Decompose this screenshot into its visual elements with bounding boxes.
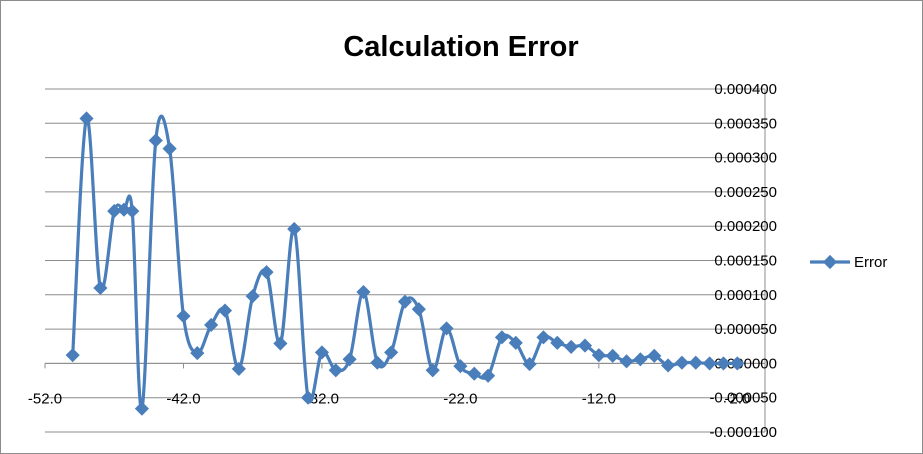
y-tick-label: 0.000350 (714, 115, 777, 132)
legend: Error (810, 254, 887, 271)
data-point-marker (467, 366, 482, 381)
y-tick-label: 0.000250 (714, 184, 777, 201)
data-point-marker (522, 357, 537, 372)
data-point-marker (259, 265, 274, 280)
data-point-marker (439, 321, 454, 336)
y-tick-label: 0.000200 (714, 218, 777, 235)
data-point-marker (702, 356, 717, 371)
y-tick-label: -0.000100 (709, 424, 777, 441)
data-point-marker (176, 308, 191, 324)
data-point-marker (231, 361, 246, 376)
data-point-marker (190, 346, 205, 361)
data-point-marker (273, 336, 288, 351)
data-point-marker (425, 363, 440, 378)
x-tick-label: -12.0 (582, 390, 616, 407)
data-point-marker (633, 352, 648, 367)
data-point-marker (550, 335, 565, 350)
data-point-marker (217, 303, 233, 318)
data-point-marker (647, 348, 662, 363)
data-point-marker (674, 355, 689, 370)
y-tick-label: 0.000050 (714, 321, 777, 338)
legend-marker (822, 254, 838, 270)
data-point-marker (411, 302, 426, 317)
chart-title: Calculation Error (343, 31, 578, 63)
x-tick-label: -42.0 (166, 390, 200, 407)
data-point-marker (65, 348, 80, 363)
y-tick-label: 0.000150 (714, 253, 777, 270)
x-axis-ticks: -52.0 -42.0 -32.0 -22.0 -12.0 -2.0 (28, 363, 750, 407)
x-tick-label: -22.0 (443, 390, 477, 407)
data-point-marker (508, 335, 523, 350)
data-point-marker (328, 363, 343, 378)
data-point-marker (481, 368, 496, 383)
y-tick-label: 0.000300 (714, 150, 777, 167)
data-point-marker (591, 348, 606, 363)
data-point-marker (314, 345, 329, 360)
data-point-marker (716, 356, 731, 371)
data-point-marker (730, 356, 745, 371)
data-point-marker (356, 284, 371, 300)
data-point-marker (125, 204, 140, 219)
data-point-marker (688, 355, 703, 370)
data-point-marker (245, 289, 260, 304)
data-point-marker (494, 330, 509, 345)
data-point-marker (93, 280, 108, 296)
y-tick-label: 0.000400 (714, 81, 777, 98)
series-error (65, 111, 745, 416)
data-point-marker (287, 221, 302, 237)
data-point-marker (204, 317, 219, 333)
data-point-marker (564, 339, 579, 355)
data-point-marker (134, 401, 149, 416)
data-point-marker (370, 355, 385, 370)
data-point-marker (619, 354, 634, 369)
data-point-marker (162, 141, 177, 156)
x-tick-label: -2.0 (724, 390, 750, 407)
data-point-marker (536, 330, 551, 345)
data-point-marker (384, 345, 399, 360)
data-point-marker (577, 338, 593, 353)
y-axis-ticks: 0.000400 0.000350 0.000300 0.000250 0.000200… (709, 81, 777, 441)
y-tick-label: 0.000000 (714, 355, 777, 372)
data-point-marker (301, 390, 316, 405)
y-tick-label: 0.000100 (714, 287, 777, 304)
data-point-marker (453, 359, 468, 374)
y-tick-label: -0.000050 (709, 390, 777, 407)
data-point-marker (397, 294, 413, 309)
legend-label-error: Error (854, 254, 887, 271)
data-point-marker (342, 352, 357, 367)
series-line-error (71, 114, 738, 411)
x-tick-label: -52.0 (28, 390, 62, 407)
data-point-marker (605, 348, 620, 363)
data-point-marker (148, 133, 163, 148)
data-point-marker (661, 358, 676, 373)
